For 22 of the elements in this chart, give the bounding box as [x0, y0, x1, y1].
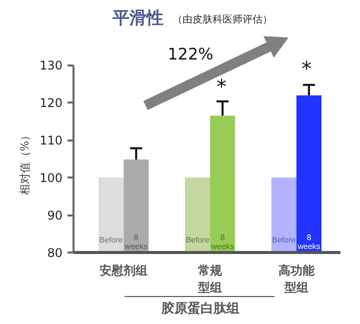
- x-tick-label: 安慰剂组: [100, 264, 148, 278]
- y-tick-label: 130: [40, 58, 62, 72]
- series-label: Before: [99, 235, 124, 244]
- text: Before: [272, 235, 296, 244]
- text: 8 weeks: [298, 233, 320, 251]
- x-tick-label: 常规型组: [197, 264, 224, 294]
- annotation: *: [216, 74, 226, 98]
- y-tick-label: 80: [47, 246, 63, 260]
- y-axis-title: 相对值（%）: [18, 130, 32, 196]
- y-tick-label: 90: [47, 208, 63, 222]
- x-tick-label: 高功能型组: [278, 264, 316, 294]
- y-tick-label: 120: [40, 96, 62, 110]
- text: 8 weeks: [211, 233, 234, 251]
- chart-title: 平滑性: [112, 8, 164, 28]
- annotation: *: [302, 56, 312, 80]
- series-label: 8 weeks: [124, 233, 148, 251]
- y-tick-label: 100: [40, 171, 62, 185]
- text: 胶原蛋白肽组: [160, 300, 240, 316]
- text: Before: [186, 235, 210, 244]
- text: 122%: [168, 44, 214, 64]
- y-tick-label: 110: [40, 134, 62, 148]
- chart-subtitle: （由皮肤科医师评估）: [172, 14, 272, 26]
